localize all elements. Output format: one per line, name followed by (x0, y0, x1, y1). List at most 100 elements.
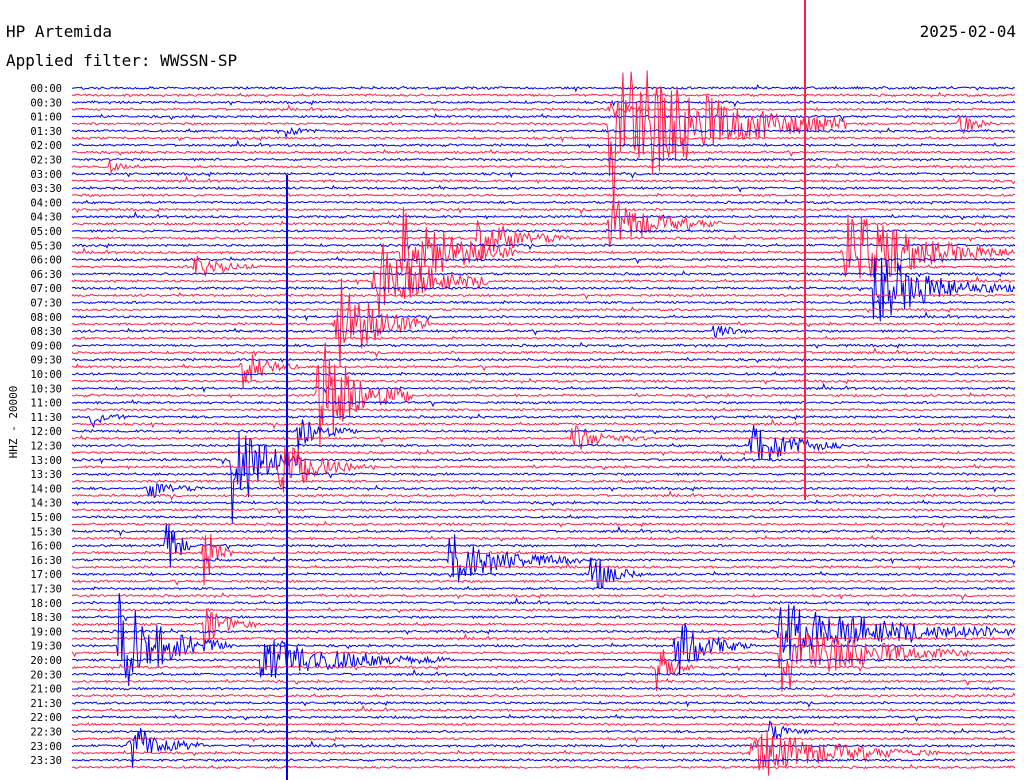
trace-line (71, 677, 1016, 687)
filter-label: Applied filter: WWSSN-SP (6, 51, 238, 70)
trace-line (71, 757, 1016, 763)
tick-label: 02:00 (30, 140, 62, 152)
trace-line (71, 184, 1016, 193)
trace-line (71, 159, 1016, 175)
trace-line (71, 471, 1016, 479)
tick-label: 13:30 (30, 469, 62, 481)
channel-label: HHZ - 20000 (7, 386, 20, 459)
station-title: HP Artemida (6, 22, 112, 41)
tick-label: 15:30 (30, 526, 62, 538)
tick-label: 16:00 (30, 541, 62, 553)
tick-label: 01:30 (30, 126, 62, 138)
tick-label: 07:30 (30, 298, 62, 310)
trace-line (71, 592, 1016, 686)
trace-line (71, 306, 1015, 314)
tick-label: 20:30 (30, 669, 62, 681)
tick-label: 19:30 (30, 641, 62, 653)
tick-label: 19:00 (30, 626, 62, 638)
trace-line (71, 639, 1016, 678)
trace-line (71, 449, 1016, 457)
trace-line (71, 207, 1016, 215)
trace-line (71, 377, 1016, 385)
trace-line (71, 604, 1016, 659)
tick-label: 22:00 (30, 712, 62, 724)
trace-line (71, 220, 1016, 262)
tick-label: 14:30 (30, 498, 62, 510)
trace-line (71, 257, 1016, 322)
tick-label: 03:30 (30, 183, 62, 195)
trace-line (71, 727, 1016, 769)
trace-line (71, 446, 1016, 493)
tick-label: 08:00 (30, 312, 62, 324)
trace-line (71, 425, 1016, 461)
tick-label: 11:30 (30, 412, 62, 424)
tick-label: 09:00 (30, 340, 62, 352)
tick-label: 21:30 (30, 698, 62, 710)
tick-label: 16:30 (30, 555, 62, 567)
trace-line (71, 579, 1016, 586)
trace-line (71, 534, 1016, 583)
trace-line (71, 478, 1016, 484)
trace-line (71, 704, 1016, 714)
tick-label: 09:30 (30, 355, 62, 367)
trace-line (71, 346, 1016, 358)
trace-line (71, 399, 1016, 408)
date-label: 2025-02-04 (919, 22, 1016, 41)
trace-line (71, 126, 1016, 138)
tick-label: 12:30 (30, 441, 62, 453)
tick-label: 07:00 (30, 283, 62, 295)
tick-label: 06:30 (30, 269, 62, 281)
tick-label: 18:00 (30, 598, 62, 610)
trace-line (71, 356, 1016, 364)
trace-line (71, 91, 1016, 98)
trace-line (71, 520, 1016, 529)
tick-label: 13:00 (30, 455, 62, 467)
trace-line (71, 419, 1015, 450)
trace-line (71, 192, 1016, 198)
trace-line (71, 557, 1016, 589)
tick-label: 00:00 (30, 83, 62, 95)
trace-line (71, 534, 1016, 542)
tick-label: 23:00 (30, 741, 62, 753)
trace-line (71, 597, 1015, 606)
trace-line (71, 255, 1016, 277)
tick-label: 17:00 (30, 569, 62, 581)
trace-line (71, 70, 1015, 211)
tick-label: 18:30 (30, 612, 62, 624)
trace-line (71, 499, 1016, 507)
trace-line (71, 713, 1016, 722)
trace-line (71, 418, 1016, 429)
tick-label: 15:00 (30, 512, 62, 524)
trace-line (71, 730, 1016, 776)
trace-line (71, 592, 1016, 601)
trace-line (71, 507, 1016, 515)
tick-label: 06:00 (30, 255, 62, 267)
trace-line (72, 335, 1016, 341)
trace-line (71, 561, 1016, 571)
trace-line (71, 148, 1016, 157)
trace-line (71, 371, 1016, 377)
trace-line (71, 243, 1016, 319)
tick-label: 11:00 (30, 398, 62, 410)
trace-line (71, 135, 1016, 143)
trace-line (71, 207, 1016, 298)
trace-line (71, 489, 1016, 501)
tick-label: 04:00 (30, 197, 62, 209)
trace-line (71, 606, 1016, 614)
trace-line (71, 354, 1016, 389)
trace-line (72, 686, 1016, 691)
trace-line (71, 228, 1016, 234)
trace-line (71, 425, 1016, 451)
trace-line (71, 325, 1016, 339)
trace-line (71, 763, 1016, 770)
trace-line (71, 585, 1016, 591)
tick-label: 20:00 (30, 655, 62, 667)
tick-label: 12:00 (30, 426, 62, 438)
tick-label: 10:30 (30, 383, 62, 395)
tick-label: 04:30 (30, 212, 62, 224)
trace-line (71, 256, 1016, 265)
trace-line (71, 482, 1016, 499)
trace-line (71, 736, 1016, 744)
trace-line (71, 413, 1016, 429)
